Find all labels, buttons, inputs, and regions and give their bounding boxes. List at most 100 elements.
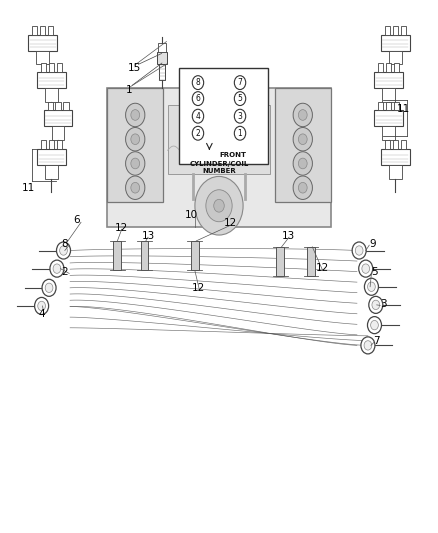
Bar: [378, 101, 383, 110]
Circle shape: [367, 282, 375, 292]
Bar: [386, 63, 391, 72]
Text: 1: 1: [238, 129, 242, 138]
Bar: [157, 52, 167, 64]
Circle shape: [131, 182, 140, 193]
Text: 12: 12: [191, 283, 205, 293]
Circle shape: [195, 176, 243, 235]
Circle shape: [50, 260, 64, 277]
Text: 7: 7: [237, 78, 243, 87]
Circle shape: [192, 126, 204, 140]
Bar: [276, 246, 284, 276]
Circle shape: [361, 337, 375, 354]
Circle shape: [126, 176, 145, 199]
Circle shape: [192, 76, 204, 90]
Text: 5: 5: [371, 267, 378, 277]
Circle shape: [45, 283, 53, 293]
Text: 6: 6: [195, 94, 201, 103]
Bar: [57, 141, 62, 149]
Circle shape: [126, 103, 145, 127]
Bar: [394, 101, 399, 110]
Text: 4: 4: [38, 310, 45, 319]
Circle shape: [192, 109, 204, 123]
Bar: [49, 63, 54, 72]
Text: 1: 1: [126, 85, 133, 94]
Circle shape: [131, 110, 140, 120]
Circle shape: [359, 260, 373, 277]
Bar: [28, 35, 57, 51]
Circle shape: [364, 341, 372, 350]
Circle shape: [234, 109, 246, 123]
Bar: [159, 64, 165, 80]
Text: 9: 9: [369, 239, 376, 248]
Bar: [48, 26, 53, 35]
Text: CYLINDER/COIL: CYLINDER/COIL: [189, 160, 249, 167]
Bar: [393, 26, 398, 35]
Bar: [401, 26, 406, 35]
Text: 3: 3: [380, 299, 387, 309]
Circle shape: [293, 176, 312, 199]
Bar: [107, 88, 331, 227]
Bar: [386, 101, 391, 110]
Bar: [49, 141, 54, 149]
Bar: [389, 165, 402, 179]
Bar: [382, 88, 395, 101]
Circle shape: [126, 152, 145, 175]
Circle shape: [369, 296, 383, 313]
Circle shape: [362, 264, 370, 273]
Circle shape: [371, 320, 378, 330]
Bar: [37, 149, 66, 165]
Text: 8: 8: [61, 239, 68, 248]
Text: 11: 11: [396, 104, 410, 114]
Text: 13: 13: [141, 231, 155, 240]
Circle shape: [42, 279, 56, 296]
Circle shape: [298, 158, 307, 169]
Bar: [401, 141, 406, 149]
Circle shape: [293, 127, 312, 151]
Circle shape: [214, 199, 224, 212]
Text: 2: 2: [61, 267, 68, 277]
Bar: [385, 141, 390, 149]
FancyBboxPatch shape: [179, 68, 268, 164]
Bar: [168, 104, 270, 174]
Circle shape: [131, 158, 140, 169]
Bar: [394, 63, 399, 72]
Bar: [381, 149, 410, 165]
Circle shape: [53, 264, 61, 273]
Text: 3: 3: [237, 112, 243, 120]
Circle shape: [38, 301, 46, 311]
Text: 12: 12: [115, 223, 128, 232]
Bar: [113, 241, 121, 271]
Text: 12: 12: [316, 263, 329, 273]
Circle shape: [234, 76, 246, 90]
Bar: [45, 88, 58, 101]
Circle shape: [364, 278, 378, 295]
Circle shape: [57, 242, 71, 259]
Bar: [374, 72, 403, 88]
Bar: [36, 51, 49, 64]
Text: NUMBER: NUMBER: [202, 168, 236, 174]
Text: 2: 2: [196, 129, 200, 138]
Bar: [41, 141, 46, 149]
Text: FRONT: FRONT: [219, 151, 246, 158]
Bar: [44, 110, 72, 126]
Bar: [57, 63, 62, 72]
Text: 11: 11: [22, 183, 35, 192]
Bar: [107, 88, 163, 201]
Bar: [385, 26, 390, 35]
Bar: [32, 26, 37, 35]
Bar: [45, 165, 58, 179]
Bar: [41, 63, 46, 72]
Bar: [64, 101, 69, 110]
Bar: [374, 110, 403, 126]
Circle shape: [131, 134, 140, 144]
Circle shape: [355, 246, 363, 255]
Circle shape: [192, 92, 204, 106]
Bar: [378, 63, 383, 72]
Bar: [56, 101, 60, 110]
Text: 4: 4: [195, 112, 201, 120]
Bar: [389, 51, 402, 64]
Circle shape: [298, 182, 307, 193]
Circle shape: [60, 246, 67, 255]
Text: 6: 6: [73, 215, 80, 225]
Bar: [37, 72, 66, 88]
